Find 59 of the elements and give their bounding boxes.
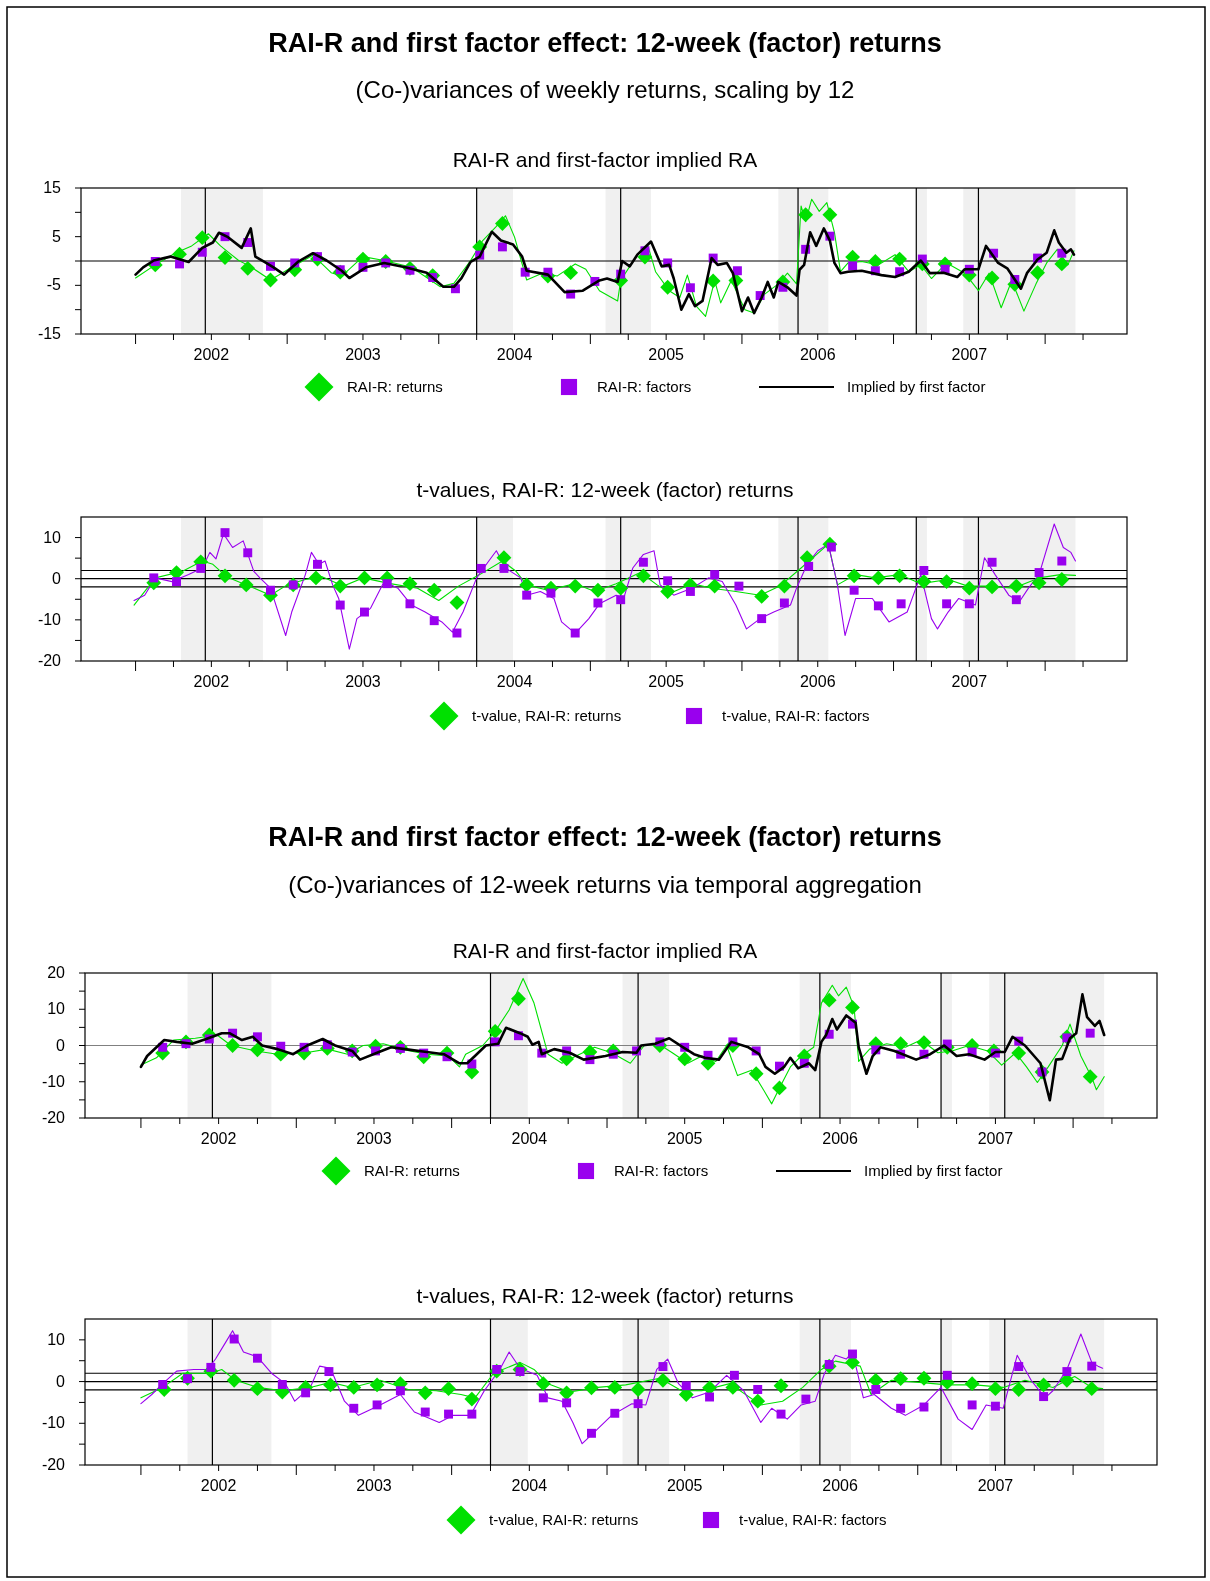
y-tick-label: -20 [41,1456,66,1473]
y-tick-label: -5 [46,276,62,294]
y-tick-label: 0 [56,1372,66,1390]
y-tick-label: -15 [37,325,62,342]
text: (Co-)variances of 12-week returns via temporal aggregation [288,871,922,898]
y-tick-label: 0 [56,1036,66,1054]
x-tick-label: 2005 [666,1477,703,1494]
legend-label: Implied by first factor [864,1162,1003,1179]
legend-label: t-value, RAI-R: returns [489,1511,639,1528]
x-tick-label: 2003 [345,673,381,690]
legend-label: RAI-R: factors [597,378,692,395]
y-tick-label: 15 [43,179,62,196]
y-tick-label: -10 [41,1414,66,1432]
x-tick-label: 2003 [356,1477,392,1494]
x-tick-label: 2005 [648,673,685,690]
x-tick-label: 2003 [356,1130,392,1147]
y-tick-label: -10 [37,610,62,628]
text: RAI-R and first factor effect: 12-week (factor) returns [268,28,942,58]
y-tick-label: 10 [47,1330,66,1348]
chart-title: t-values, RAI-R: 12-week (factor) returns [416,478,794,501]
text: (Co-)variances of weekly returns, scaling by 12 [355,76,855,103]
x-tick-label: 2002 [193,673,230,690]
x-tick-label: 2006 [799,673,836,690]
x-tick-label: 2004 [496,673,533,690]
x-tick-label: 2004 [496,346,533,363]
x-tick-label: 2005 [666,1130,703,1147]
y-tick-label: 5 [52,227,62,245]
x-tick-label: 2004 [511,1130,548,1147]
legend-label: RAI-R: returns [347,378,443,395]
y-tick-label: -20 [37,652,62,669]
legend-label: RAI-R: returns [364,1162,460,1179]
x-tick-label: 2007 [977,1477,1014,1494]
x-tick-label: 2006 [799,346,836,363]
legend-label: t-value, RAI-R: returns [472,707,622,724]
y-tick-label: -10 [41,1072,66,1090]
x-tick-label: 2006 [822,1130,858,1147]
legend-label: Implied by first factor [847,378,986,395]
x-tick-label: 2002 [200,1477,237,1494]
chart-title: t-values, RAI-R: 12-week (factor) returns [416,1284,794,1307]
x-tick-label: 2003 [345,346,381,363]
x-tick-label: 2005 [648,346,685,363]
y-tick-label: 10 [47,1000,66,1018]
x-tick-label: 2007 [951,346,988,363]
x-tick-label: 2004 [511,1477,548,1494]
legend-label: t-value, RAI-R: factors [739,1511,887,1528]
y-tick-label: 0 [52,569,62,587]
legend-label: RAI-R: factors [614,1162,709,1179]
text: RAI-R and first factor effect: 12-week (factor) returns [268,822,942,852]
y-tick-label: -20 [41,1109,66,1126]
x-tick-label: 2002 [193,346,230,363]
x-tick-label: 2007 [977,1130,1014,1147]
y-tick-label: 10 [43,528,62,546]
x-tick-label: 2002 [200,1130,237,1147]
x-tick-label: 2007 [951,673,988,690]
x-tick-label: 2006 [822,1477,858,1494]
chart-title: RAI-R and first-factor implied RA [452,148,758,171]
y-tick-label: 20 [47,964,66,981]
legend-label: t-value, RAI-R: factors [722,707,870,724]
chart-title: RAI-R and first-factor implied RA [452,939,758,962]
